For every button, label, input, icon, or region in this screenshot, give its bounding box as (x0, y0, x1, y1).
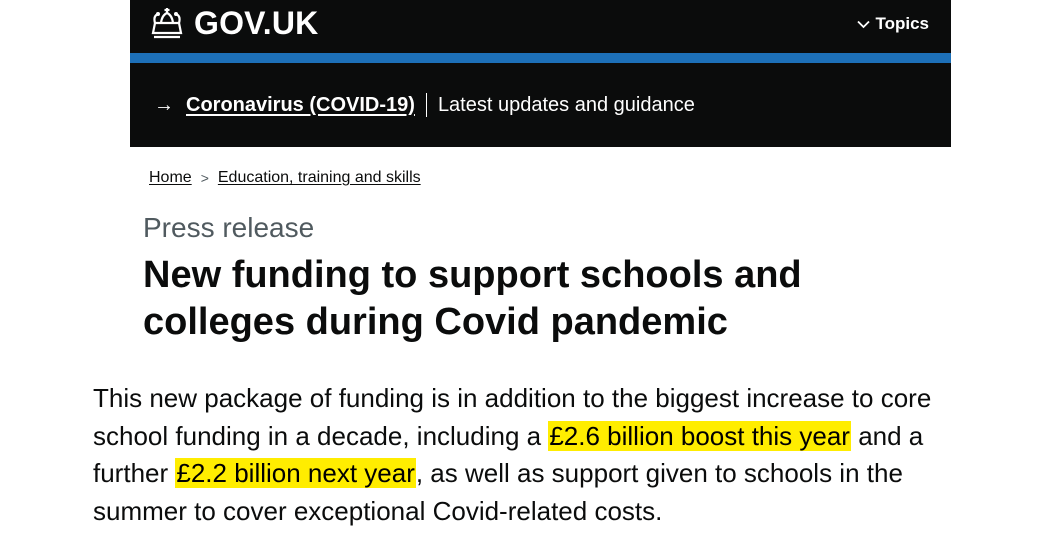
topics-label: Topics (875, 14, 929, 33)
summary-text-2: and a further (93, 420, 924, 489)
page-title: New funding to support schools and colle… (143, 254, 802, 343)
summary-paragraph: This new package of funding is in additi… (93, 380, 993, 530)
covid-link[interactable]: Coronavirus (COVID-19) (186, 93, 415, 116)
covid-subtext: Latest updates and guidance (437, 93, 695, 116)
document-type: Press release (143, 212, 315, 243)
arrow-right-icon: → (154, 93, 174, 116)
chevron-down-icon (857, 20, 871, 28)
breadcrumb-home[interactable]: Home (149, 169, 192, 186)
logo-text: GOV.UK (194, 4, 319, 41)
highlight-2-6-billion: £2.6 billion boost this year (548, 420, 851, 451)
chevron-right-icon: > (200, 170, 209, 186)
gov-header: GOV.UK Topics → Coronavirus (COVID-19) L… (130, 0, 951, 147)
topics-menu-button[interactable]: Topics (857, 12, 929, 36)
highlight-2-2-billion: £2.2 billion next year (175, 458, 416, 488)
summary-text-3: , as well as support given to schools in… (93, 458, 903, 526)
breadcrumb-education[interactable]: Education, training and skills (217, 169, 421, 186)
header-blue-stripe (130, 53, 951, 63)
header-top-bar: GOV.UK Topics (130, 0, 951, 53)
breadcrumb: Home > Education, training and skills (149, 167, 421, 189)
crown-icon (151, 8, 183, 39)
banner-separator (425, 93, 427, 117)
summary-text-1: This new package of funding is in additi… (93, 383, 932, 451)
govuk-logo-link[interactable]: GOV.UK (148, 4, 319, 42)
covid-banner: → Coronavirus (COVID-19) Latest updates … (130, 63, 951, 147)
